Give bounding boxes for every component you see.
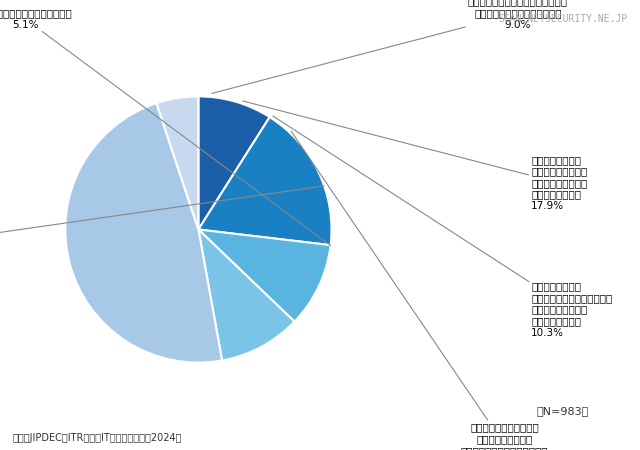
Wedge shape — [198, 230, 331, 322]
Text: 感染被害には遭ったが、
身代金は支払わずに
システムやデータを復旧させた
10.0%: 感染被害には遭ったが、 身代金は支払わずに システムやデータを復旧させた 10.… — [291, 131, 548, 450]
Wedge shape — [65, 103, 222, 363]
Text: 感染被害に遭い、身代金を支払って
システムやデータを復旧させた
9.0%: 感染被害に遭い、身代金を支払って システムやデータを復旧させた 9.0% — [212, 0, 568, 94]
Text: 出典：JIPDEC／ITR「企業IT利活用動向調査2024」: 出典：JIPDEC／ITR「企業IT利活用動向調査2024」 — [13, 433, 182, 443]
Text: （N=983）: （N=983） — [536, 406, 589, 416]
Text: 被害には遭っていない
47.8%: 被害には遭っていない 47.8% — [0, 186, 324, 254]
Wedge shape — [198, 96, 269, 230]
Wedge shape — [157, 96, 198, 230]
Text: 感染被害に遭い、
身代金を支払わなかったため
システムやデータを
復旧できなかった
10.3%: 感染被害に遭い、 身代金を支払わなかったため システムやデータを 復旧できなかっ… — [273, 116, 612, 338]
Text: 被害に遭ったかどうかわからない
5.1%: 被害に遭ったかどうかわからない 5.1% — [0, 8, 331, 246]
Wedge shape — [198, 230, 294, 360]
Text: SCAN.NETSECURITY.NE.JP: SCAN.NETSECURITY.NE.JP — [498, 14, 627, 23]
Wedge shape — [198, 117, 332, 245]
Text: 感染被害に遭い、
身代金を支払ったが
システムやデータは
復旧できなかった
17.9%: 感染被害に遭い、 身代金を支払ったが システムやデータは 復旧できなかった 17… — [243, 101, 588, 211]
